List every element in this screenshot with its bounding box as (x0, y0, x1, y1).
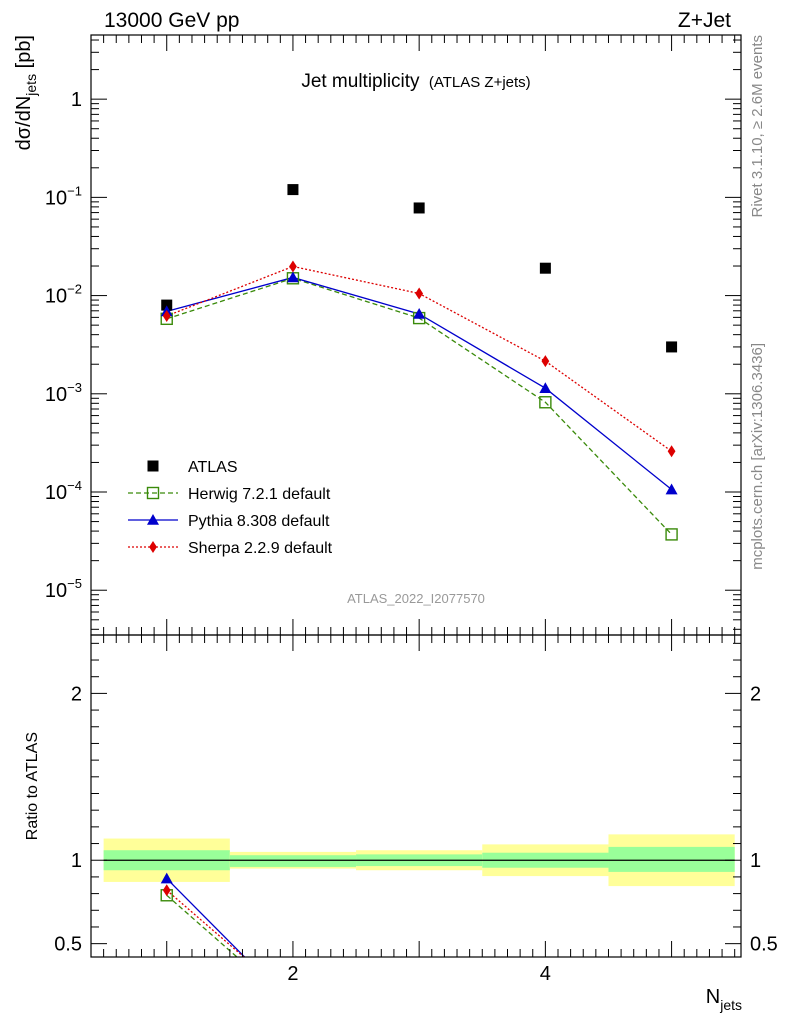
main-point-atlas-2 (287, 184, 299, 196)
axis-ticks (91, 35, 741, 957)
main-point-atlas-3 (413, 202, 425, 214)
analysis-id: ATLAS_2022_I2077570 (347, 591, 485, 606)
legend-marker-atlas (147, 460, 159, 472)
y-tick-label-main-3: 10−3 (45, 380, 82, 406)
main-point-sherpa-2-2-9-default-1 (162, 309, 171, 322)
y-tick-label-ratio-left-0: 0.5 (54, 934, 82, 956)
ratio-series-points (160, 872, 173, 902)
main-point-sherpa-2-2-9-default-2 (289, 260, 297, 273)
legend-label-atlas: ATLAS (188, 459, 238, 476)
main-point-pythia-8-308-default-5 (665, 483, 678, 495)
legend-label-pythia-8-308-default: Pythia 8.308 default (188, 513, 330, 530)
x-axis-label: Njets (706, 986, 742, 1013)
y-tick-label-main-1: 10−1 (45, 183, 82, 209)
main-series-points (160, 184, 678, 541)
legend-marker-pythia-8-308-default (147, 514, 159, 525)
main-point-atlas-1 (161, 299, 173, 311)
mcplots-label: mcplots.cern.ch [arXiv:1306.3436] (749, 343, 766, 570)
main-point-herwig-7-2-1-default-4 (539, 396, 552, 409)
header-energy: 13000 GeV pp (104, 9, 239, 32)
legend-label-sherpa-2-2-9-default: Sherpa 2.2.9 default (188, 540, 333, 557)
y-tick-label-ratio-right-2: 2 (750, 683, 761, 705)
y-axis-label-ratio: Ratio to ATLAS (24, 732, 41, 840)
axis-tick-labels: 2 4 1 10−1 10−2 10−3 10−4 10−5 0.5 0.5 1 1 2 2 (45, 89, 778, 985)
y-tick-label-ratio-right-1: 1 (750, 850, 761, 872)
plot-title-sub: (ATLAS Z+jets) (429, 74, 531, 91)
y-tick-label-main-4: 10−4 (45, 478, 82, 504)
ratio-uncertainty-bands (103, 834, 735, 887)
ratio-stat-band-2 (229, 855, 357, 867)
ratio-plot-frame (90, 634, 742, 958)
y-tick-label-ratio-left-1: 1 (71, 850, 82, 872)
y-tick-label-ratio-right-0: 0.5 (750, 934, 778, 956)
legend-label-herwig-7-2-1-default: Herwig 7.2.1 default (188, 486, 331, 503)
y-tick-label-main-0: 1 (71, 89, 82, 111)
main-point-pythia-8-308-default-4 (539, 382, 552, 394)
main-point-herwig-7-2-1-default-5 (665, 528, 678, 541)
y-tick-label-main-2: 10−2 (45, 282, 82, 308)
main-point-sherpa-2-2-9-default-4 (541, 355, 550, 368)
main-point-atlas-5 (666, 341, 678, 353)
main-point-sherpa-2-2-9-default-3 (415, 287, 424, 300)
y-axis-label-top: dσ/dNjets [pb] (13, 35, 39, 150)
x-tick-label-2: 2 (287, 963, 298, 985)
legend-marker-sherpa-2-2-9-default (149, 541, 157, 553)
legend: ATLAS Herwig 7.2.1 default Pythia 8.308 de… (128, 459, 333, 557)
ratio-point-pythia-8-308-default-1 (160, 872, 173, 884)
main-point-sherpa-2-2-9-default-5 (667, 445, 676, 458)
main-point-pythia-8-308-default-2 (286, 271, 299, 283)
header-process: Z+Jet (678, 9, 731, 32)
plot-title-main: Jet multiplicity (301, 71, 420, 92)
main-point-pythia-8-308-default-3 (413, 307, 426, 319)
rivet-version-label: Rivet 3.1.10, ≥ 2.6M events (749, 35, 766, 218)
y-tick-label-ratio-left-2: 2 (71, 683, 82, 705)
main-point-atlas-4 (539, 262, 551, 274)
ratio-stat-band-5 (608, 846, 735, 872)
ratio-point-sherpa-2-2-9-default-1 (162, 884, 171, 897)
y-tick-label-main-5: 10−5 (45, 576, 82, 602)
plot-title: Jet multiplicity (ATLAS Z+jets) (301, 71, 530, 92)
x-tick-label-4: 4 (540, 963, 551, 985)
ratio-line-herwig-7-2-1-default (166, 894, 238, 957)
legend-marker-herwig-7-2-1-default (146, 486, 160, 500)
